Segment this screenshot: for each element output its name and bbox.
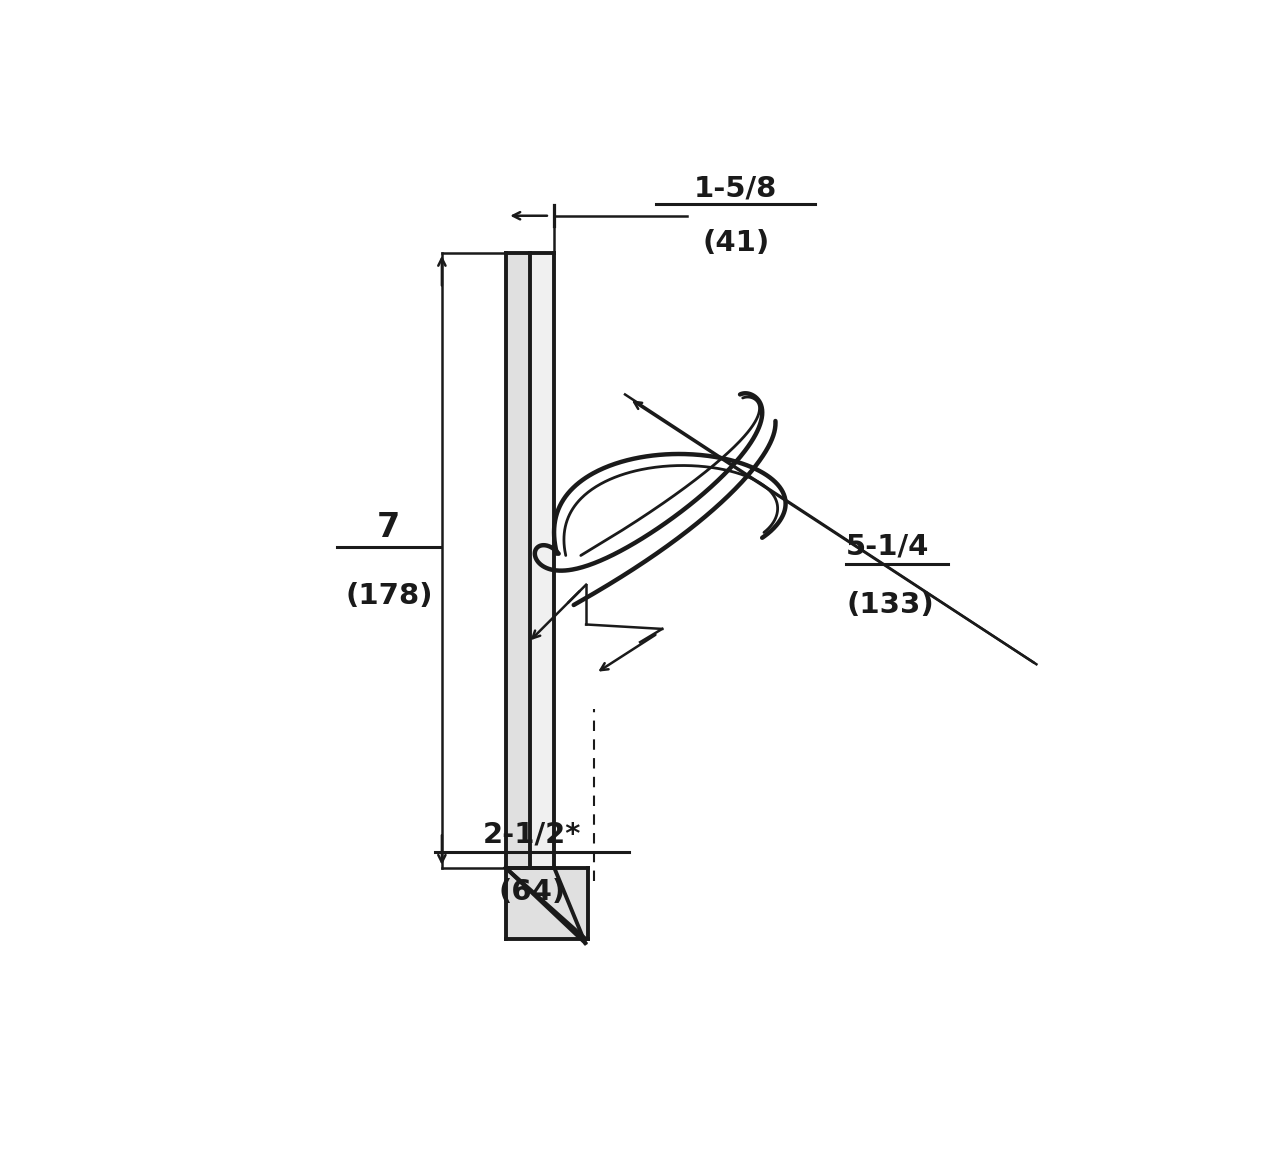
Polygon shape <box>506 253 530 867</box>
Text: 5-1/4: 5-1/4 <box>846 533 929 561</box>
Text: 1-5/8: 1-5/8 <box>694 175 777 202</box>
Text: (41): (41) <box>701 229 769 257</box>
Text: (64): (64) <box>498 878 566 907</box>
Text: (133): (133) <box>846 591 934 619</box>
Text: 7: 7 <box>378 511 401 545</box>
Text: (178): (178) <box>346 583 433 610</box>
Polygon shape <box>530 253 554 867</box>
Polygon shape <box>506 867 588 939</box>
Text: 2-1/2*: 2-1/2* <box>483 820 581 848</box>
